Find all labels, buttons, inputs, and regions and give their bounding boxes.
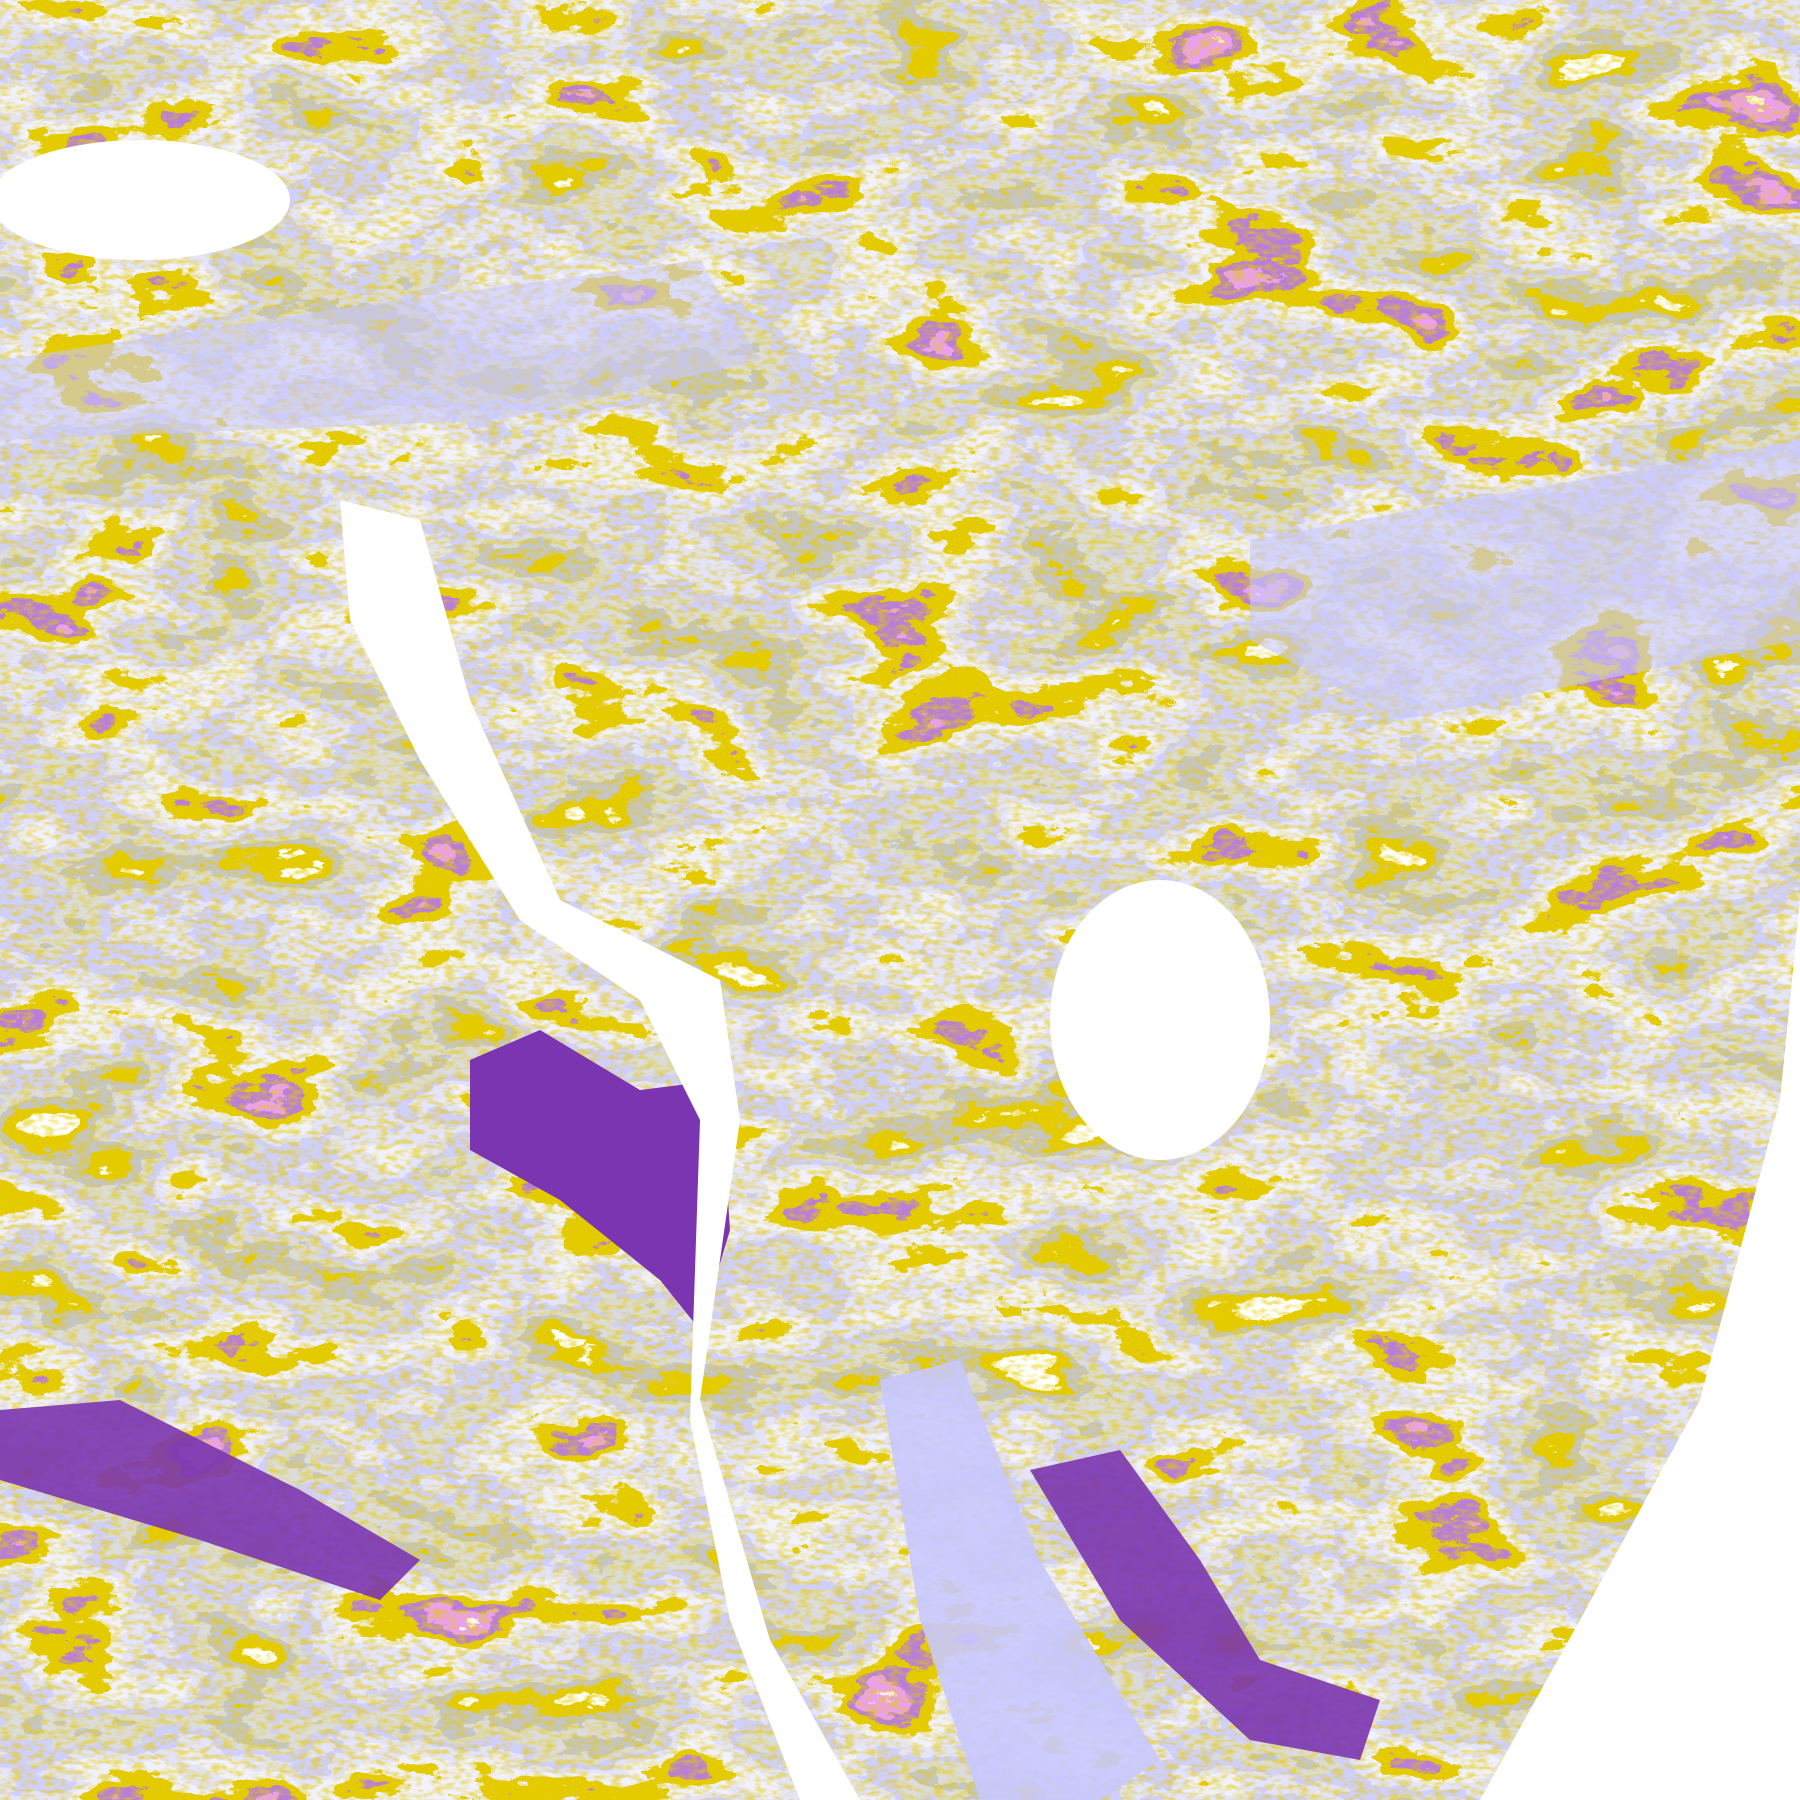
lavender-cloud-band-east <box>1250 440 1800 720</box>
clear-sky-patch-center <box>1050 880 1270 1160</box>
purple-band-southwest <box>0 1400 420 1600</box>
lavender-cloud-band-north <box>0 260 760 440</box>
clear-sky-channel <box>340 500 860 1800</box>
purple-band-southeast <box>1030 1450 1380 1760</box>
no-data-corner <box>1480 900 1800 1800</box>
purple-cloud-region <box>470 1030 730 1330</box>
clear-sky-patch-northwest <box>0 140 290 260</box>
lavender-band-southeast <box>880 1360 1160 1800</box>
